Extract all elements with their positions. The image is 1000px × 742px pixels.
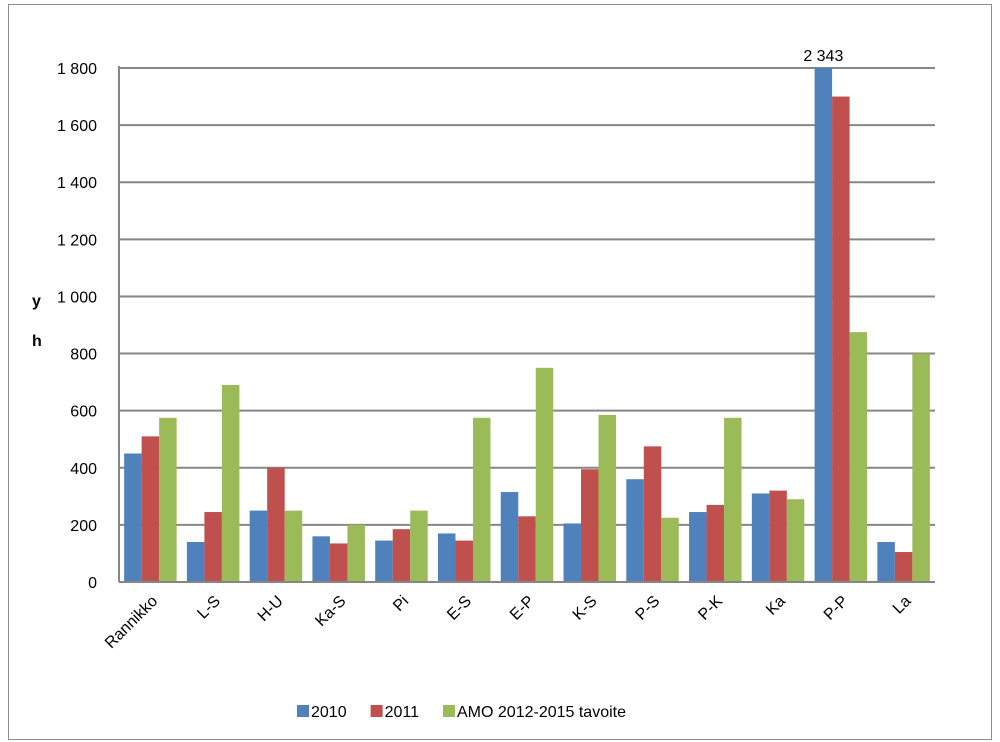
y-tick-label: 200: [70, 518, 97, 535]
data-label: 2 343: [803, 48, 843, 65]
bar-2011: [141, 436, 160, 582]
bar-amo-2012-2015-tavoite: [347, 524, 365, 582]
bar-2011: [267, 467, 285, 582]
x-tick-label: P-S: [632, 593, 663, 624]
bar-amo-2012-2015-tavoite: [598, 414, 617, 582]
y-tick-label: 600: [70, 404, 97, 421]
bar-amo-2012-2015-tavoite: [661, 517, 679, 582]
bar-2011: [518, 516, 536, 582]
x-tick-label: Ka-S: [312, 593, 349, 630]
x-tick-label: L-S: [194, 593, 224, 623]
bar-amo-2012-2015-tavoite: [786, 499, 805, 582]
legend-swatch: [297, 705, 309, 717]
y-tick-label: 800: [70, 347, 97, 364]
bar-amo-2012-2015-tavoite: [159, 417, 177, 582]
y-tick-label: 1 800: [57, 61, 97, 78]
bar-amo-2012-2015-tavoite: [724, 417, 742, 582]
bar-2011: [204, 512, 222, 582]
bar-2011: [329, 543, 348, 582]
bar-2010: [124, 453, 142, 582]
legend-label: AMO 2012-2015 tavoite: [457, 704, 626, 721]
y-tick-label: 1 200: [57, 232, 97, 249]
bar-2011: [455, 540, 473, 582]
bar-2010: [186, 542, 205, 582]
legend-label: 2011: [385, 704, 420, 721]
x-tick-label: K-S: [570, 593, 601, 624]
bar-2010: [751, 493, 770, 582]
bar-amo-2012-2015-tavoite: [912, 353, 930, 582]
x-tick-label: E-S: [444, 593, 475, 624]
y-tick-label: 1 400: [57, 175, 97, 192]
bar-amo-2012-2015-tavoite: [535, 367, 554, 582]
bar-2010: [375, 540, 393, 582]
bar-2011: [832, 96, 850, 583]
y-axis-label: y: [32, 293, 41, 310]
bar-2010: [626, 479, 644, 582]
y-tick-label: 400: [70, 461, 97, 478]
y-tick-label: 0: [88, 575, 97, 592]
bar-2010: [500, 492, 519, 582]
y-tick-label: 1 000: [57, 289, 97, 306]
bar-2010: [563, 523, 582, 582]
x-tick-label: E-P: [507, 593, 538, 624]
bar-amo-2012-2015-tavoite: [284, 510, 303, 582]
x-tick-label: Ka: [763, 593, 789, 619]
bar-2010: [877, 542, 895, 582]
bar-2010: [814, 68, 833, 582]
bar-2011: [769, 490, 787, 582]
bar-2011: [706, 504, 725, 582]
bar-2010: [312, 536, 330, 582]
x-tick-label: P-K: [695, 593, 726, 624]
bar-amo-2012-2015-tavoite: [472, 417, 491, 582]
bar-2010: [249, 510, 268, 582]
y-axis-label: h: [32, 333, 42, 350]
bar-amo-2012-2015-tavoite: [410, 510, 428, 582]
x-tick-label: H-U: [255, 593, 287, 625]
bar-amo-2012-2015-tavoite: [221, 384, 240, 582]
bar-amo-2012-2015-tavoite: [849, 332, 868, 582]
bar-2011: [392, 529, 411, 582]
bar-2011: [581, 469, 599, 582]
bar-2011: [894, 552, 913, 582]
bar-2011: [643, 446, 662, 582]
x-tick-label: P-P: [821, 593, 852, 624]
y-tick-label: 1 600: [57, 118, 97, 135]
legend-swatch: [370, 705, 383, 717]
x-tick-label: Pi: [390, 593, 412, 615]
bar-2010: [437, 533, 456, 582]
legend-swatch: [443, 705, 455, 717]
legend-label: 2010: [311, 704, 347, 721]
x-tick-label: La: [890, 593, 915, 618]
bar-2010: [689, 512, 707, 582]
x-tick-label: Rannikko: [102, 593, 161, 652]
